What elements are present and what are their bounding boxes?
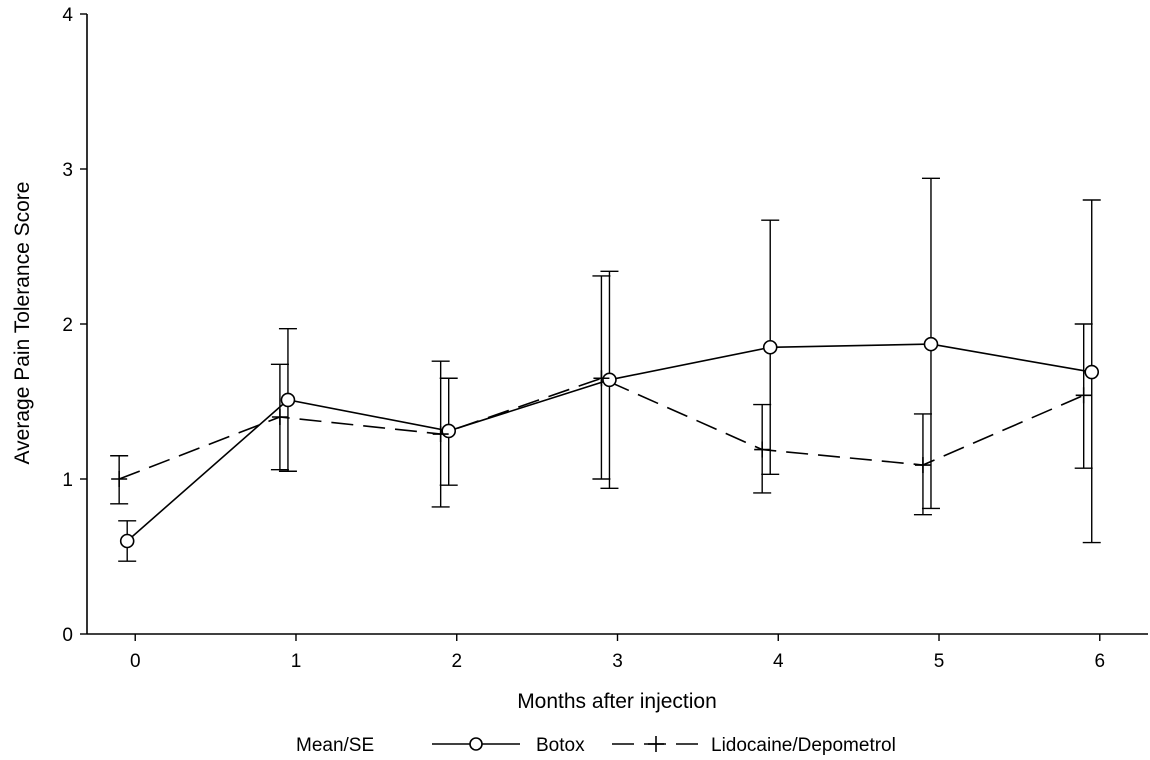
y-tick-label-0: 0 [62,625,73,646]
point-botox-4 [762,339,778,355]
point-botox-1 [280,392,296,408]
x-tick-label-3: 3 [612,651,623,672]
point-lidocaine-3 [593,370,610,387]
y-axis-title: Average Pain Tolerance Score [11,182,34,465]
legend-marker-lidocaine [648,736,664,752]
x-tick-label-2: 2 [451,651,462,672]
legend-title: Mean/SE [296,735,374,756]
point-lidocaine-5 [914,457,931,474]
series-markers [111,336,1100,549]
point-lidocaine-4 [754,441,771,458]
point-lidocaine-1 [271,409,288,425]
point-lidocaine-2 [432,426,449,443]
point-lidocaine-0 [111,471,128,487]
legend-label-botox: Botox [536,735,585,756]
legend-label-lidocaine: Lidocaine/Depometrol [711,735,896,756]
point-botox-0 [119,533,135,549]
x-axis-title: Months after injection [517,690,717,713]
legend-marker-botox [469,737,483,751]
point-botox-3 [602,372,617,388]
point-botox-2 [441,423,457,439]
point-botox-6 [1084,364,1100,380]
x-tick-label-1: 1 [291,651,302,672]
point-lidocaine-6 [1075,387,1092,404]
error-bars [110,177,1101,562]
y-tick-label-4: 4 [62,5,73,26]
x-tick-label-6: 6 [1094,651,1105,672]
x-tick-label-0: 0 [130,651,141,672]
point-botox-5 [923,336,939,352]
y-tick-label-3: 3 [62,160,73,181]
series-lines [118,343,1092,542]
x-tick-label-4: 4 [773,651,784,672]
legend: Mean/SE Botox Lidocaine/Depometrol [296,735,896,756]
y-tick-label-1: 1 [62,470,73,491]
x-tick-label-5: 5 [934,651,945,672]
y-tick-label-2: 2 [62,315,73,336]
axes: 0 1 2 3 4 0 1 2 3 4 5 6 [62,5,1148,672]
